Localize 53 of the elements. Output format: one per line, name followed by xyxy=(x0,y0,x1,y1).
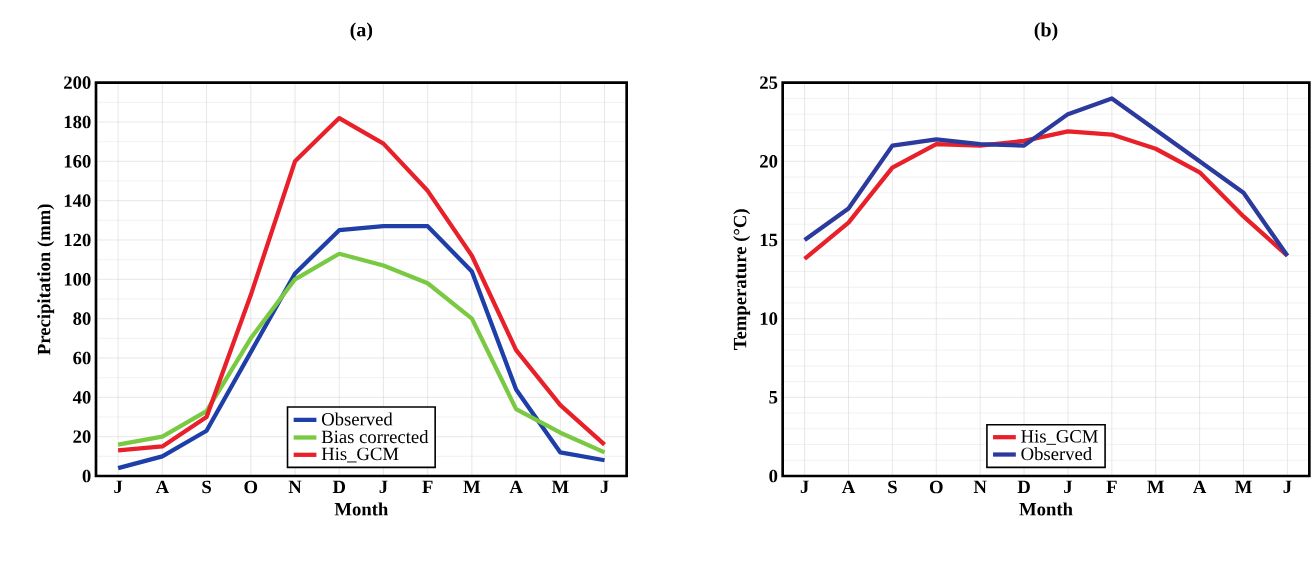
y-tick-label: 40 xyxy=(72,391,91,404)
x-tick-label: A xyxy=(155,480,169,494)
x-tick-label: N xyxy=(288,480,302,493)
y-tick-label: 140 xyxy=(64,194,91,207)
y-tick-label: 200 xyxy=(64,76,91,89)
legend-label: Observed xyxy=(1021,447,1092,461)
y-tick-label: 180 xyxy=(64,115,91,129)
x-tick-label: A xyxy=(1193,480,1207,494)
x-tick-label: D xyxy=(332,480,346,493)
y-axis-title: Precipitation (mm) xyxy=(37,204,55,355)
x-tick-label: A xyxy=(509,480,523,494)
x-tick-label: D xyxy=(1017,480,1030,493)
x-axis-title: Month xyxy=(1019,502,1073,516)
y-tick-label: 15 xyxy=(760,233,778,247)
x-tick-label: N xyxy=(973,480,987,493)
x-tick-label: J xyxy=(114,480,123,494)
legend-label: His_GCM xyxy=(321,447,399,463)
y-tick-label: 0 xyxy=(769,469,778,483)
y-tick-label: 25 xyxy=(760,76,778,89)
chart-title: (a) xyxy=(350,22,373,41)
y-tick-label: 20 xyxy=(760,155,778,168)
y-tick-label: 80 xyxy=(73,312,91,325)
x-tick-label: O xyxy=(244,480,258,494)
legend-label: Bias corrected xyxy=(321,430,429,444)
x-tick-label: O xyxy=(929,480,943,494)
y-tick-label: 120 xyxy=(64,233,91,247)
legend-label: His_GCM xyxy=(1021,430,1098,445)
chart-title: (b) xyxy=(1034,22,1058,41)
legend-label: Observed xyxy=(321,412,393,426)
x-tick-label: J xyxy=(1283,480,1292,494)
x-tick-label: F xyxy=(422,480,433,493)
x-tick-label: M xyxy=(1147,480,1164,493)
y-axis-title: Temperature (°C) xyxy=(733,209,751,350)
x-tick-label: F xyxy=(1106,480,1117,493)
x-tick-label: J xyxy=(600,480,609,494)
x-tick-label: S xyxy=(888,480,897,494)
x-tick-label: J xyxy=(1064,480,1073,494)
x-tick-label: M xyxy=(1235,480,1252,493)
y-tick-label: 60 xyxy=(73,351,91,365)
y-tick-label: 160 xyxy=(64,155,91,168)
line-series xyxy=(802,129,1290,262)
x-tick-label: M xyxy=(551,480,569,493)
y-tick-label: 5 xyxy=(769,391,778,404)
x-tick-label: A xyxy=(841,480,856,494)
x-tick-label: J xyxy=(800,480,809,494)
y-tick-label: 100 xyxy=(64,273,91,286)
x-tick-label: S xyxy=(202,480,211,494)
y-tick-label: 10 xyxy=(760,312,778,325)
y-tick-label: 0 xyxy=(82,469,91,483)
x-tick-label: M xyxy=(463,480,481,493)
x-tick-label: J xyxy=(379,480,388,494)
x-axis-title: Month xyxy=(334,502,389,516)
y-tick-label: 20 xyxy=(73,430,91,443)
